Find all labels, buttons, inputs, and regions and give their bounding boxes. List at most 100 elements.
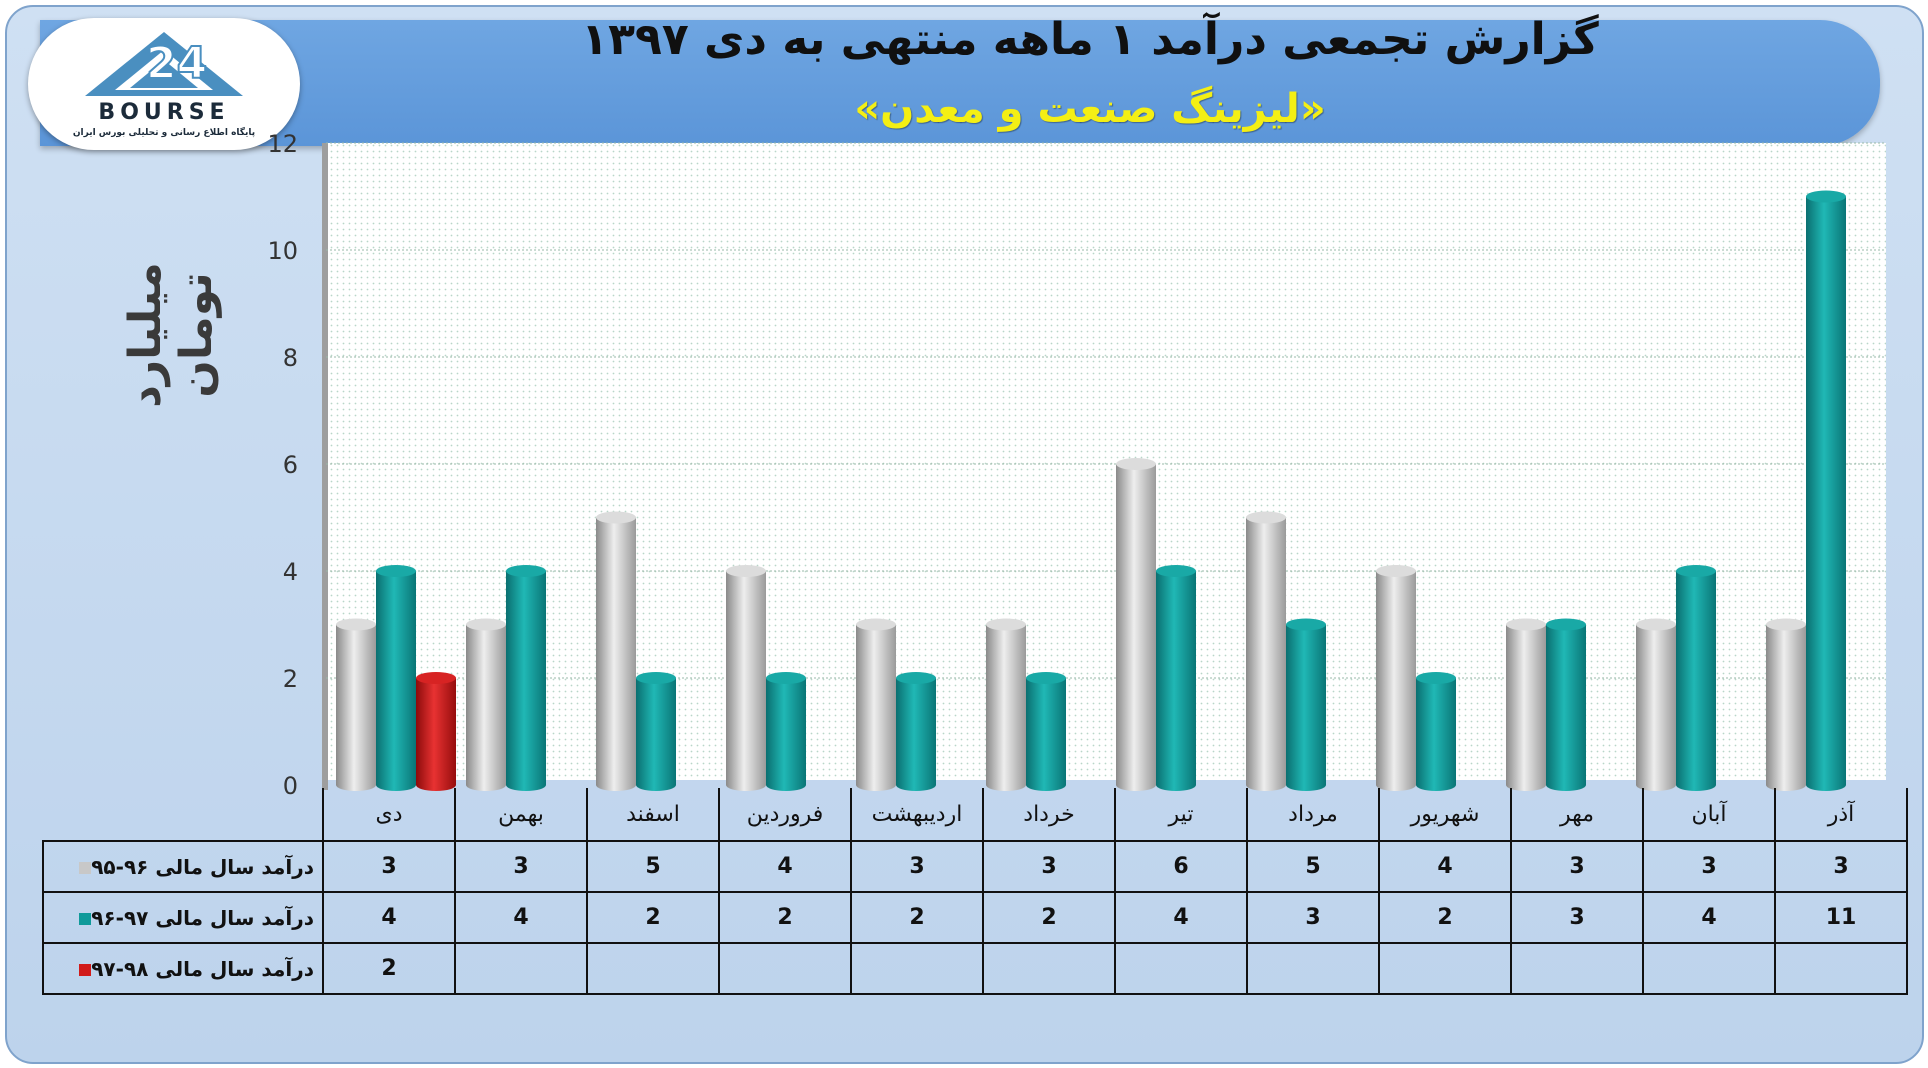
table-cell: 2 bbox=[718, 891, 852, 944]
svg-text:24: 24 bbox=[146, 38, 207, 89]
logo-word: BOURSE bbox=[98, 100, 230, 125]
table-cell bbox=[718, 942, 852, 995]
table-cell: 3 bbox=[982, 840, 1116, 893]
table-cell: 3 bbox=[1774, 840, 1908, 893]
legend-swatch bbox=[79, 964, 92, 976]
table-row: درآمد سال مالی ۹۸-۹۷ 2 bbox=[42, 942, 1908, 995]
bar bbox=[466, 618, 506, 791]
bar bbox=[506, 565, 546, 791]
table-header-row: دی بهمن اسفند فروردین اردیبهشت خرداد تیر مرداد ش… bbox=[43, 788, 1908, 842]
bar bbox=[766, 672, 806, 791]
table-category-label: شهریور bbox=[1378, 788, 1512, 842]
bar bbox=[416, 672, 456, 791]
legend-entry: درآمد سال مالی ۹۸-۹۷ bbox=[42, 942, 324, 995]
table-category-label: اسفند bbox=[586, 788, 720, 842]
bar bbox=[636, 672, 676, 791]
table-category-label: مرداد bbox=[1246, 788, 1380, 842]
table-category-label: مهر bbox=[1510, 788, 1644, 842]
table-cell: 2 bbox=[850, 891, 984, 944]
y-tick-label: 6 bbox=[283, 451, 298, 479]
table-cell bbox=[586, 942, 720, 995]
table-cell: 5 bbox=[586, 840, 720, 893]
table-cell bbox=[1642, 942, 1776, 995]
bourse-logo: 24 BOURSE پایگاه اطلاع رسانی و تحلیلی بو… bbox=[28, 18, 300, 150]
logo-emblem-icon: 24 bbox=[85, 32, 243, 96]
table-cell: 6 bbox=[1114, 840, 1248, 893]
table-cell: 4 bbox=[1642, 891, 1776, 944]
table-category-label: آذر bbox=[1774, 788, 1908, 842]
table-cell: 11 bbox=[1774, 891, 1908, 944]
bar bbox=[1156, 565, 1196, 791]
table-cell: 4 bbox=[322, 891, 456, 944]
table-cell: 4 bbox=[718, 840, 852, 893]
table-cell: 2 bbox=[1378, 891, 1512, 944]
table-category-label: دی bbox=[322, 788, 456, 842]
table-cell: 3 bbox=[1642, 840, 1776, 893]
bar bbox=[1416, 672, 1456, 791]
table-cell bbox=[1774, 942, 1908, 995]
bar bbox=[596, 511, 636, 791]
chart-subtitle: «لیزینگ صنعت و معدن» bbox=[854, 86, 1326, 132]
bar bbox=[1286, 618, 1326, 791]
table-cell: 4 bbox=[1114, 891, 1248, 944]
y-tick-label: 12 bbox=[267, 130, 298, 158]
table-cell: 4 bbox=[1378, 840, 1512, 893]
table-row: درآمد سال مالی ۹۶-۹۵ 3 3 5 4 3 3 6 5 4 3 3 3 bbox=[42, 840, 1908, 893]
bar bbox=[856, 618, 896, 791]
legend-label: درآمد سال مالی ۹۶-۹۵ bbox=[91, 854, 314, 879]
table-cell bbox=[454, 942, 588, 995]
y-tick-label: 4 bbox=[283, 558, 298, 586]
table-cell bbox=[1378, 942, 1512, 995]
table-cell: 3 bbox=[454, 840, 588, 893]
table-cell bbox=[1510, 942, 1644, 995]
table-cell: 3 bbox=[1246, 891, 1380, 944]
table-cell bbox=[1246, 942, 1380, 995]
bar bbox=[1546, 618, 1586, 791]
table-category-label: خرداد bbox=[982, 788, 1116, 842]
legend-swatch bbox=[79, 862, 92, 874]
table-category-label: تیر bbox=[1114, 788, 1248, 842]
chart-title: گزارش تجمعی درآمد ۱ ماهه منتهی به دی ۱۳۹… bbox=[581, 14, 1599, 65]
bar bbox=[376, 565, 416, 791]
bar bbox=[1506, 618, 1546, 791]
table-cell: 2 bbox=[322, 942, 456, 995]
y-tick-label: 8 bbox=[283, 344, 298, 372]
bar bbox=[1676, 565, 1716, 791]
table-corner bbox=[43, 788, 324, 841]
logo-subtitle: پایگاه اطلاع رسانی و تحلیلی بورس ایران bbox=[72, 128, 256, 138]
bar bbox=[726, 565, 766, 791]
table-cell: 2 bbox=[982, 891, 1116, 944]
table-category-label: فروردین bbox=[718, 788, 852, 842]
title-banner bbox=[40, 20, 1880, 146]
table-category-label: اردیبهشت bbox=[850, 788, 984, 842]
data-table: دی بهمن اسفند فروردین اردیبهشت خرداد تیر مرداد ش… bbox=[42, 788, 1908, 995]
table-cell: 3 bbox=[322, 840, 456, 893]
table-cell: 3 bbox=[1510, 840, 1644, 893]
plot-area bbox=[326, 143, 1886, 780]
y-tick-label: 10 bbox=[267, 237, 298, 265]
table-cell bbox=[982, 942, 1116, 995]
legend-entry: درآمد سال مالی ۹۷-۹۶ bbox=[42, 891, 324, 944]
bar bbox=[986, 618, 1026, 791]
bar bbox=[336, 618, 376, 791]
table-cell bbox=[1114, 942, 1248, 995]
table-cell bbox=[850, 942, 984, 995]
table-row: درآمد سال مالی ۹۷-۹۶ 4 4 2 2 2 2 4 3 2 3 4 11 bbox=[42, 891, 1908, 944]
legend-entry: درآمد سال مالی ۹۶-۹۵ bbox=[42, 840, 324, 893]
legend-label: درآمد سال مالی ۹۸-۹۷ bbox=[91, 956, 314, 981]
bar bbox=[1026, 672, 1066, 791]
table-category-label: آبان bbox=[1642, 788, 1776, 842]
legend-swatch bbox=[79, 913, 92, 925]
table-cell: 2 bbox=[586, 891, 720, 944]
bar bbox=[896, 672, 936, 791]
table-cell: 3 bbox=[850, 840, 984, 893]
table-cell: 5 bbox=[1246, 840, 1380, 893]
y-tick-label: 2 bbox=[283, 665, 298, 693]
bar bbox=[1116, 458, 1156, 791]
bar bbox=[1246, 511, 1286, 791]
table-cell: 3 bbox=[1510, 891, 1644, 944]
y-axis-wall bbox=[322, 143, 328, 790]
table-category-label: بهمن bbox=[454, 788, 588, 842]
bar bbox=[1636, 618, 1676, 791]
